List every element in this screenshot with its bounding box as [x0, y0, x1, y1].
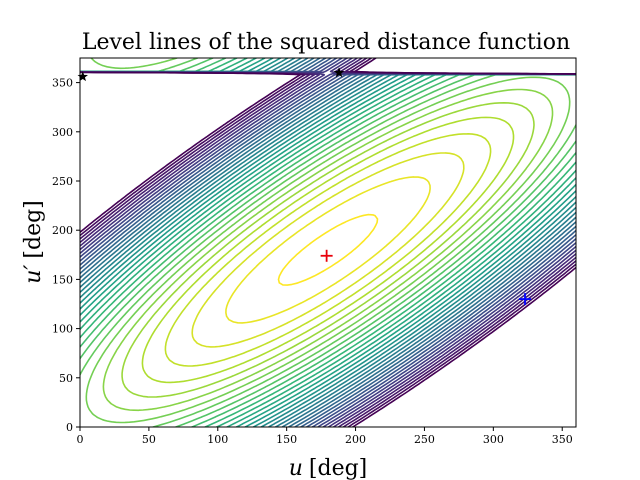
x-tick-label: 150	[276, 433, 297, 446]
x-tick-label: 50	[142, 433, 156, 446]
y-tick-label: 100	[52, 323, 73, 336]
chart-title: Level lines of the squared distance func…	[82, 30, 570, 55]
y-axis-ticks: 0 50 100 150 200 250 300 350	[52, 77, 80, 434]
contour-line	[102, 88, 554, 412]
plot-frame	[79, 57, 577, 428]
contour-line	[277, 213, 379, 286]
y-tick-label: 150	[52, 273, 73, 286]
x-tick-label: 250	[414, 433, 435, 446]
star-marker	[333, 67, 345, 78]
x-tick-label: 300	[483, 433, 504, 446]
contour-line	[121, 102, 535, 398]
cross-marker	[519, 293, 532, 306]
x-tick-label: 200	[345, 433, 366, 446]
x-tick-label: 0	[77, 433, 84, 446]
contour-line	[85, 58, 571, 424]
y-axis-label: u′[deg]	[21, 200, 46, 284]
contour-line	[191, 152, 465, 348]
y-tick-label: 200	[52, 224, 73, 237]
y-tick-label: 350	[52, 77, 73, 90]
x-tick-label: 350	[552, 433, 573, 446]
y-tick-label: 250	[52, 175, 73, 188]
contour-line	[80, 58, 576, 427]
y-tick-label: 300	[52, 126, 73, 139]
star-marker	[77, 71, 88, 82]
contour-line	[164, 133, 492, 367]
x-axis-label: u [deg]	[289, 456, 368, 480]
x-tick-label: 100	[207, 433, 228, 446]
cross-marker	[320, 249, 333, 262]
x-axis-ticks: 0 50 100 150 200 250 300 350	[77, 427, 573, 446]
contour-line	[141, 116, 515, 384]
contour-lines	[80, 58, 576, 427]
markers	[77, 67, 532, 306]
y-tick-label: 50	[59, 372, 73, 385]
y-tick-label: 0	[66, 421, 73, 434]
contour-line	[225, 176, 431, 324]
